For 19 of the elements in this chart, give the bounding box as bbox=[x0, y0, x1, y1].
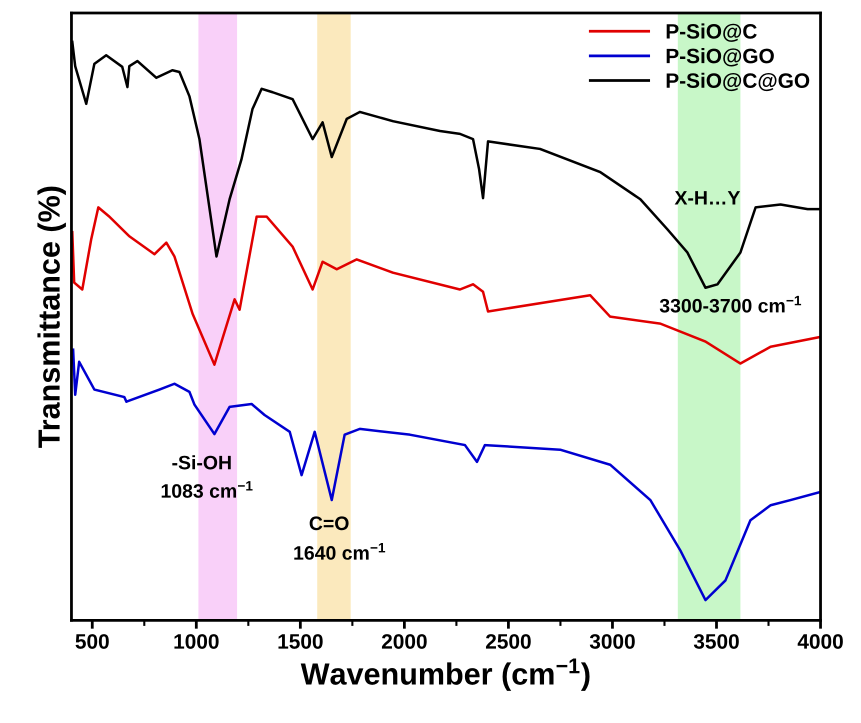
x-tick-label: 1500 bbox=[278, 634, 323, 649]
annotation: 1640 cm$^{−1}$ bbox=[294, 543, 386, 560]
legend-label: P-SiO@C bbox=[666, 23, 757, 42]
annotation: C=O bbox=[310, 516, 349, 530]
y-axis-title: Transmittance (%) bbox=[37, 186, 66, 448]
legend-label: P-SiO@GO bbox=[666, 48, 774, 66]
annotation: -Si-OH bbox=[172, 455, 231, 470]
annotation: 1083 cm$^{−1}$ bbox=[162, 481, 253, 498]
annotation: 3300-3700 cm$^{−1}$ bbox=[660, 296, 802, 313]
x-axis-title: Wavenumber (cm$^{−1}$) bbox=[300, 658, 590, 691]
x-tick-label: 3000 bbox=[590, 634, 635, 649]
x-tick-label: 4000 bbox=[798, 634, 843, 649]
annotation: X-H…Y bbox=[674, 191, 740, 204]
x-tick-label: 1000 bbox=[174, 634, 219, 649]
legend-label: P-SiO@C@GO bbox=[666, 72, 810, 92]
x-tick-label: 500 bbox=[76, 634, 109, 649]
x-tick-label: 2500 bbox=[486, 634, 531, 649]
x-tick-label: 3500 bbox=[694, 634, 739, 649]
x-tick-label: 2000 bbox=[382, 634, 427, 649]
